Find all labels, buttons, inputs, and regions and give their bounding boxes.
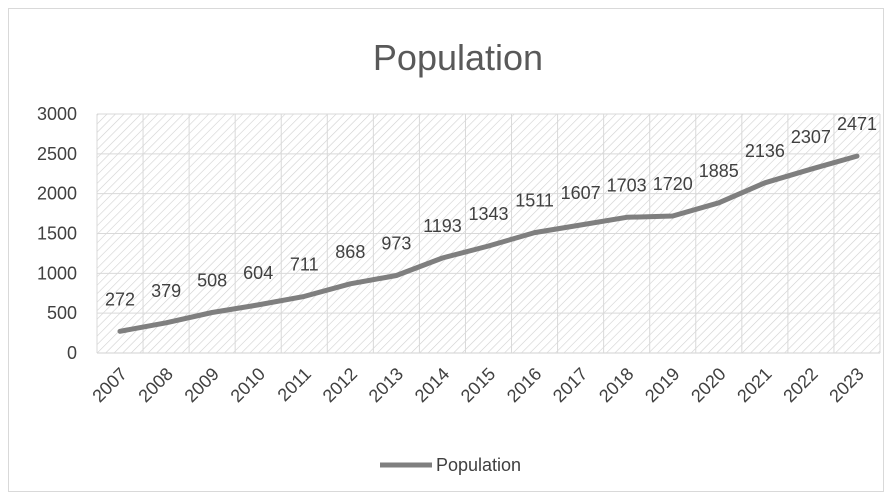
- series-line-population: [117, 153, 860, 334]
- data-label-2021: 2136: [745, 141, 785, 161]
- x-tick-label-2008: 2008: [134, 364, 176, 406]
- x-tick-label-2018: 2018: [595, 364, 637, 406]
- data-label-2013: 973: [381, 233, 411, 253]
- x-tick-label-2012: 2012: [319, 364, 361, 406]
- data-label-2016: 1511: [515, 191, 554, 211]
- y-tick-label-3000: 3000: [37, 104, 77, 124]
- x-tick-label-2015: 2015: [457, 364, 499, 406]
- data-label-2017: 1607: [561, 183, 601, 203]
- data-label-2018: 1703: [607, 175, 647, 195]
- data-label-2015: 1343: [468, 204, 508, 224]
- data-label-2010: 604: [243, 263, 273, 283]
- data-label-2012: 868: [335, 242, 365, 262]
- y-tick-label-500: 500: [47, 303, 77, 323]
- x-tick-label-2020: 2020: [687, 364, 729, 406]
- data-label-2007: 272: [105, 289, 135, 309]
- legend: Population: [380, 455, 521, 475]
- y-tick-label-1500: 1500: [37, 224, 77, 244]
- data-label-2023: 2471: [837, 114, 877, 134]
- x-tick-label-2016: 2016: [503, 364, 545, 406]
- x-tick-label-2009: 2009: [181, 364, 223, 406]
- data-label-2014: 1193: [423, 216, 462, 236]
- plot-area: 0 500 1000 1500 2000 2500 3000 2007 2008 2009 2010…: [37, 104, 881, 406]
- x-tick-label-2014: 2014: [411, 364, 453, 406]
- legend-label-population: Population: [436, 455, 521, 475]
- y-tick-label-0: 0: [67, 343, 77, 363]
- y-tick-label-2000: 2000: [37, 184, 77, 204]
- data-label-2019: 1720: [653, 174, 693, 194]
- x-tick-label-2019: 2019: [641, 364, 683, 406]
- chart-title: Population: [373, 37, 543, 78]
- data-label-2011: 711: [290, 254, 319, 274]
- data-label-2022: 2307: [791, 127, 831, 147]
- x-tick-label-2013: 2013: [365, 364, 407, 406]
- x-tick-label-2023: 2023: [825, 364, 867, 406]
- x-tick-label-2007: 2007: [88, 364, 130, 406]
- x-tick-label-2010: 2010: [227, 364, 269, 406]
- data-label-2020: 1885: [699, 161, 739, 181]
- y-tick-label-1000: 1000: [37, 263, 77, 283]
- y-tick-label-2500: 2500: [37, 144, 77, 164]
- x-tick-label-2017: 2017: [549, 364, 591, 406]
- data-label-2008: 379: [151, 281, 181, 301]
- data-label-2009: 508: [197, 271, 227, 291]
- x-tick-label-2022: 2022: [779, 364, 821, 406]
- x-tick-label-2011: 2011: [274, 364, 316, 406]
- x-tick-label-2021: 2021: [733, 364, 775, 406]
